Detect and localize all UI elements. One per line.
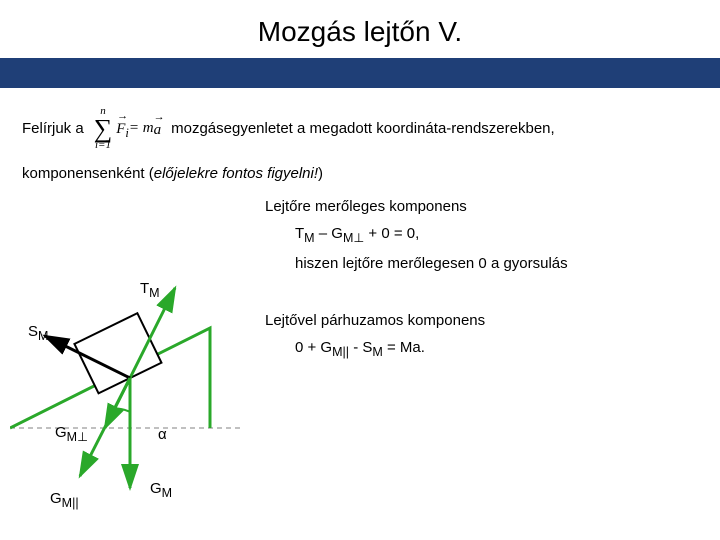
label-alpha: α — [158, 426, 167, 443]
vector-F: Fi — [116, 117, 129, 141]
vector-a: a — [154, 118, 162, 139]
diagram-svg — [10, 178, 270, 518]
equals-m: = m — [129, 120, 154, 137]
intro-line-1: Felírjuk a n ∑ i=1 Fi = m a mozgásegyenl… — [22, 106, 698, 151]
incline-diagram: TM SM GM⊥ GM GM|| α — [10, 178, 270, 498]
page-title: Mozgás lejtőn V. — [0, 0, 720, 58]
label-TM: TM — [140, 280, 160, 300]
par-equation: 0 + GM|| - SM = Ma. — [295, 339, 695, 359]
sigma-symbol: ∑ — [94, 117, 113, 140]
perp-explain: hiszen lejtőre merőlegesen 0 a gyorsulás — [295, 255, 695, 272]
title-underline — [0, 58, 720, 88]
label-GMperp: GM⊥ — [55, 424, 88, 444]
sum-lower: i=1 — [95, 140, 111, 151]
perp-heading: Lejtőre merőleges komponens — [265, 198, 695, 215]
perp-equation: TM – GM⊥ + 0 = 0, — [295, 225, 695, 245]
equations-column: Lejtőre merőleges komponens TM – GM⊥ + 0… — [265, 198, 695, 385]
par-heading: Lejtővel párhuzamos komponens — [265, 312, 695, 329]
intro-after: mozgásegyenletet a megadott koordináta-r… — [171, 120, 555, 137]
sum-formula: n ∑ i=1 Fi = m a — [94, 106, 161, 151]
label-SM: SM — [28, 323, 48, 343]
intro-before: Felírjuk a — [22, 120, 84, 137]
content-area: Felírjuk a n ∑ i=1 Fi = m a mozgásegyenl… — [0, 88, 720, 182]
label-GM: GM — [150, 480, 172, 500]
label-GMpar: GM|| — [50, 490, 79, 510]
